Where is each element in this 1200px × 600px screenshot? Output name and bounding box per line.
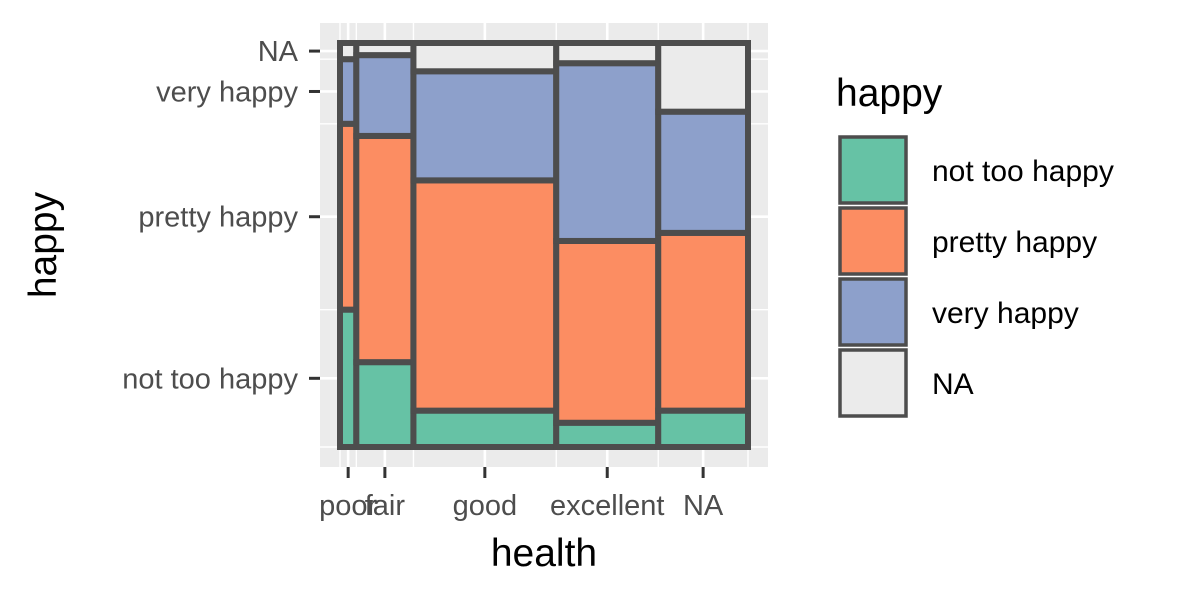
y-tick-label: NA [258, 36, 299, 68]
mosaic-tile [353, 52, 417, 139]
mosaic-tile [553, 60, 662, 244]
legend-label: NA [932, 368, 974, 401]
mosaic-tile [655, 108, 751, 236]
mosaic-tile [410, 177, 560, 414]
mosaic-tile [410, 40, 560, 75]
legend-label: very happy [932, 297, 1079, 330]
legend-key [838, 135, 908, 205]
mosaic-tile [655, 229, 751, 414]
mosaic-tile [655, 40, 751, 115]
x-tick-label: fair [365, 490, 406, 522]
y-tick-label: very happy [156, 76, 298, 108]
mosaic-tile [553, 419, 662, 451]
legend-key [838, 348, 908, 418]
legend: happy not too happy pretty happy very happ… [836, 72, 1114, 418]
mosaic-tile [553, 40, 662, 67]
mosaic-tile [553, 237, 662, 426]
mosaic-tile [410, 407, 560, 451]
y-axis-title: happy [22, 191, 65, 298]
legend-key [838, 206, 908, 276]
x-tick-label: poor [319, 490, 377, 522]
x-tick-label: excellent [550, 490, 664, 522]
legend-key [838, 277, 908, 347]
legend-title: happy [836, 72, 943, 115]
axes: not too happy pretty happy very happy NA poo… [122, 36, 724, 522]
mosaic-tile [353, 132, 417, 366]
mosaic-tiles [337, 40, 751, 451]
x-tick-label: good [453, 490, 518, 522]
x-axis-title: health [491, 532, 597, 575]
mosaic-tile [353, 40, 417, 59]
y-tick-label: pretty happy [138, 202, 298, 234]
mosaic-tile [410, 68, 560, 184]
legend-label: pretty happy [932, 226, 1097, 259]
y-tick-label: not too happy [122, 363, 298, 395]
mosaic-tile [655, 407, 751, 451]
legend-label: not too happy [932, 155, 1114, 188]
x-tick-label: NA [683, 490, 724, 522]
mosaic-tile [353, 359, 417, 450]
